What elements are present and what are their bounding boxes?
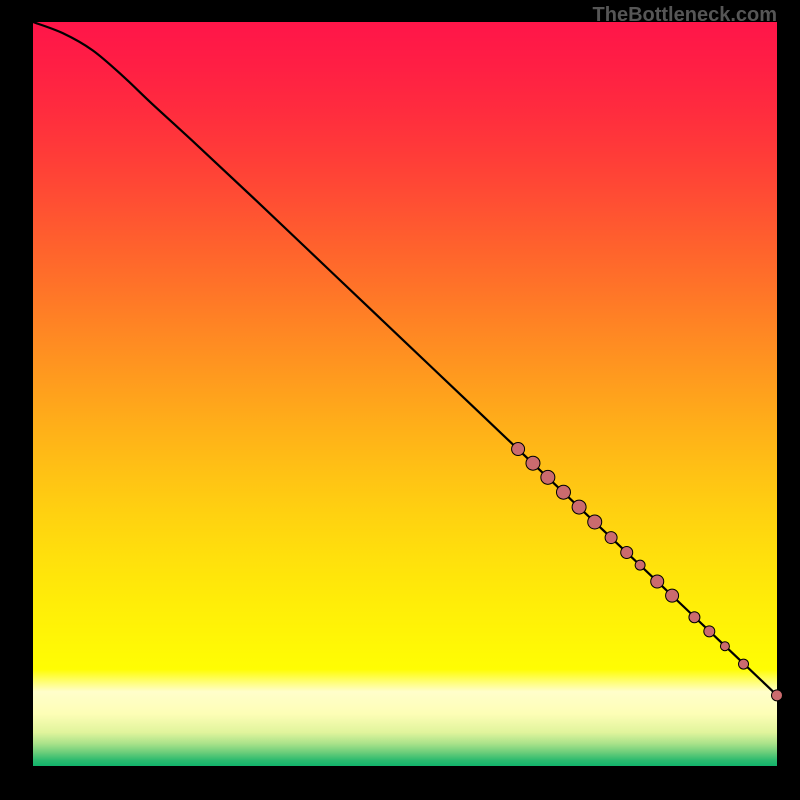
- data-point: [588, 515, 602, 529]
- data-point: [526, 456, 540, 470]
- data-point: [651, 575, 664, 588]
- data-point: [541, 470, 555, 484]
- data-point: [720, 642, 729, 651]
- curve-layer: [0, 0, 800, 800]
- data-point: [739, 659, 749, 669]
- data-point: [572, 500, 586, 514]
- data-point: [772, 690, 783, 701]
- data-point: [704, 626, 715, 637]
- data-point: [605, 532, 617, 544]
- data-point: [512, 443, 525, 456]
- data-point: [556, 485, 570, 499]
- data-point: [689, 612, 700, 623]
- data-point: [635, 560, 645, 570]
- data-point: [666, 589, 679, 602]
- watermark-text: TheBottleneck.com: [593, 4, 777, 27]
- data-point: [621, 546, 633, 558]
- chart-frame: TheBottleneck.com: [0, 0, 800, 800]
